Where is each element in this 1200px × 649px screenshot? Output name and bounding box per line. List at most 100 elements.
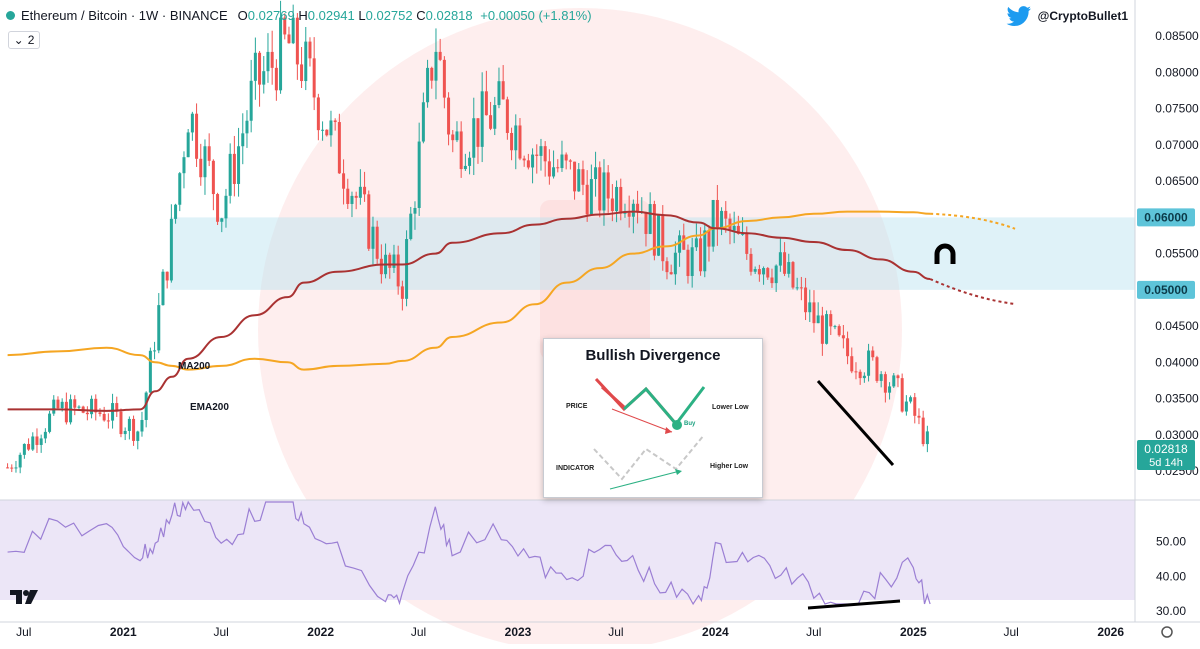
candle-body [258,52,262,85]
candle-body [388,254,392,268]
axis-background [1135,0,1200,644]
candle-body [678,235,682,253]
candle-body [871,350,875,358]
candle-body [615,186,619,212]
candle-body [476,118,480,147]
candle-body [846,338,850,357]
candle-body [224,195,228,219]
candle-body [363,186,367,195]
candle-body [665,261,669,273]
time-axis[interactable]: Jul 2021 Jul 2022 Jul 2023 Jul 2024 Jul 2025 Jul 20… [0,621,1200,639]
candle-body [619,186,623,214]
candle-body [337,122,341,174]
candle-body [921,417,925,445]
candle-body [94,398,98,413]
twitter-icon [1006,6,1031,26]
time-tick-label: 2022 [307,625,334,639]
candle-body [161,271,165,306]
candle-body [39,438,43,445]
candle-body [543,146,547,162]
candle-body [753,269,757,272]
candle-body [43,431,47,439]
candle-body [148,350,152,393]
candle-body [514,125,518,151]
candle-body [657,214,661,256]
candle-body [636,203,640,213]
support-resistance-zone [170,217,1135,290]
candle-body [98,412,102,414]
candle-body [451,134,455,141]
settings-gear-icon [1161,626,1173,638]
market-status-dot [6,10,15,20]
candle-body [304,41,308,82]
rsi-tick-label: 40.00 [1156,569,1186,583]
price-tick-label: 0.07500 [1155,102,1199,116]
candle-body [90,398,94,415]
time-tick-label: 2024 [702,625,729,639]
time-tick-label: Jul [608,625,623,639]
candle-body [169,218,173,281]
candle-body [27,443,31,450]
candle-body [442,59,446,98]
ma200-line [7,210,931,371]
candle-body [732,225,736,231]
candle-body [35,436,39,445]
candle-body [539,146,543,156]
price-tick-label: 0.04000 [1155,355,1199,369]
candle-body [354,195,358,198]
tradingview-logo-icon [10,590,38,604]
candle-body [447,97,451,135]
trendlines [807,380,901,610]
bullish-divergence-card: Bullish Divergence PRICE INDICATOR Lower… [543,338,763,498]
candle-body [64,401,68,423]
candle-body [400,286,404,299]
symbol-title[interactable]: Ethereum / Bitcoin · 1W · BINANCE [21,7,228,23]
zone-price-badge [1137,280,1195,299]
indicators-toggle-button[interactable]: ⌄ 2 [8,31,40,49]
rsi-tick-label: 30.00 [1156,604,1186,618]
candle-body [854,371,858,373]
ohlc-values: O0.02769 H0.02941 L0.02752 C0.02818 +0.0… [237,7,592,23]
candle-body [136,431,140,441]
moving-averages [7,210,1016,412]
candle-body [102,413,106,421]
candle-body [56,399,60,409]
candle-body [535,154,539,156]
price-label: PRICE [566,403,588,410]
candle-body [211,160,215,195]
candle-body [77,406,81,408]
candle-body [220,218,224,222]
candle-body [568,160,572,162]
candle-body [312,58,316,98]
candle-body [690,247,694,277]
time-tick-label: 2026 [1097,625,1124,639]
candle-body [266,51,270,72]
candle-body [589,179,593,215]
candle-body [816,315,820,324]
candle-body [190,113,194,133]
candle-body [715,199,719,230]
candle-body [879,374,883,381]
candle-body [720,210,724,230]
candle-body [724,210,728,219]
candle-body [493,105,497,129]
rsi-line [7,500,931,606]
candle-body [900,378,904,412]
candle-body [867,350,871,376]
indicator-count: 2 [27,33,35,47]
buy-label: Buy [684,421,696,427]
candle-body [18,454,22,468]
candle-body [766,268,770,278]
candle-body [430,67,434,81]
candle-body [199,158,203,178]
candle-body [778,252,782,266]
candle-body [552,167,556,177]
candle-body [770,277,774,284]
candle-body [757,269,761,275]
time-tick-label: 2025 [900,625,927,639]
candle-body [837,326,841,336]
candle-body [484,91,488,116]
